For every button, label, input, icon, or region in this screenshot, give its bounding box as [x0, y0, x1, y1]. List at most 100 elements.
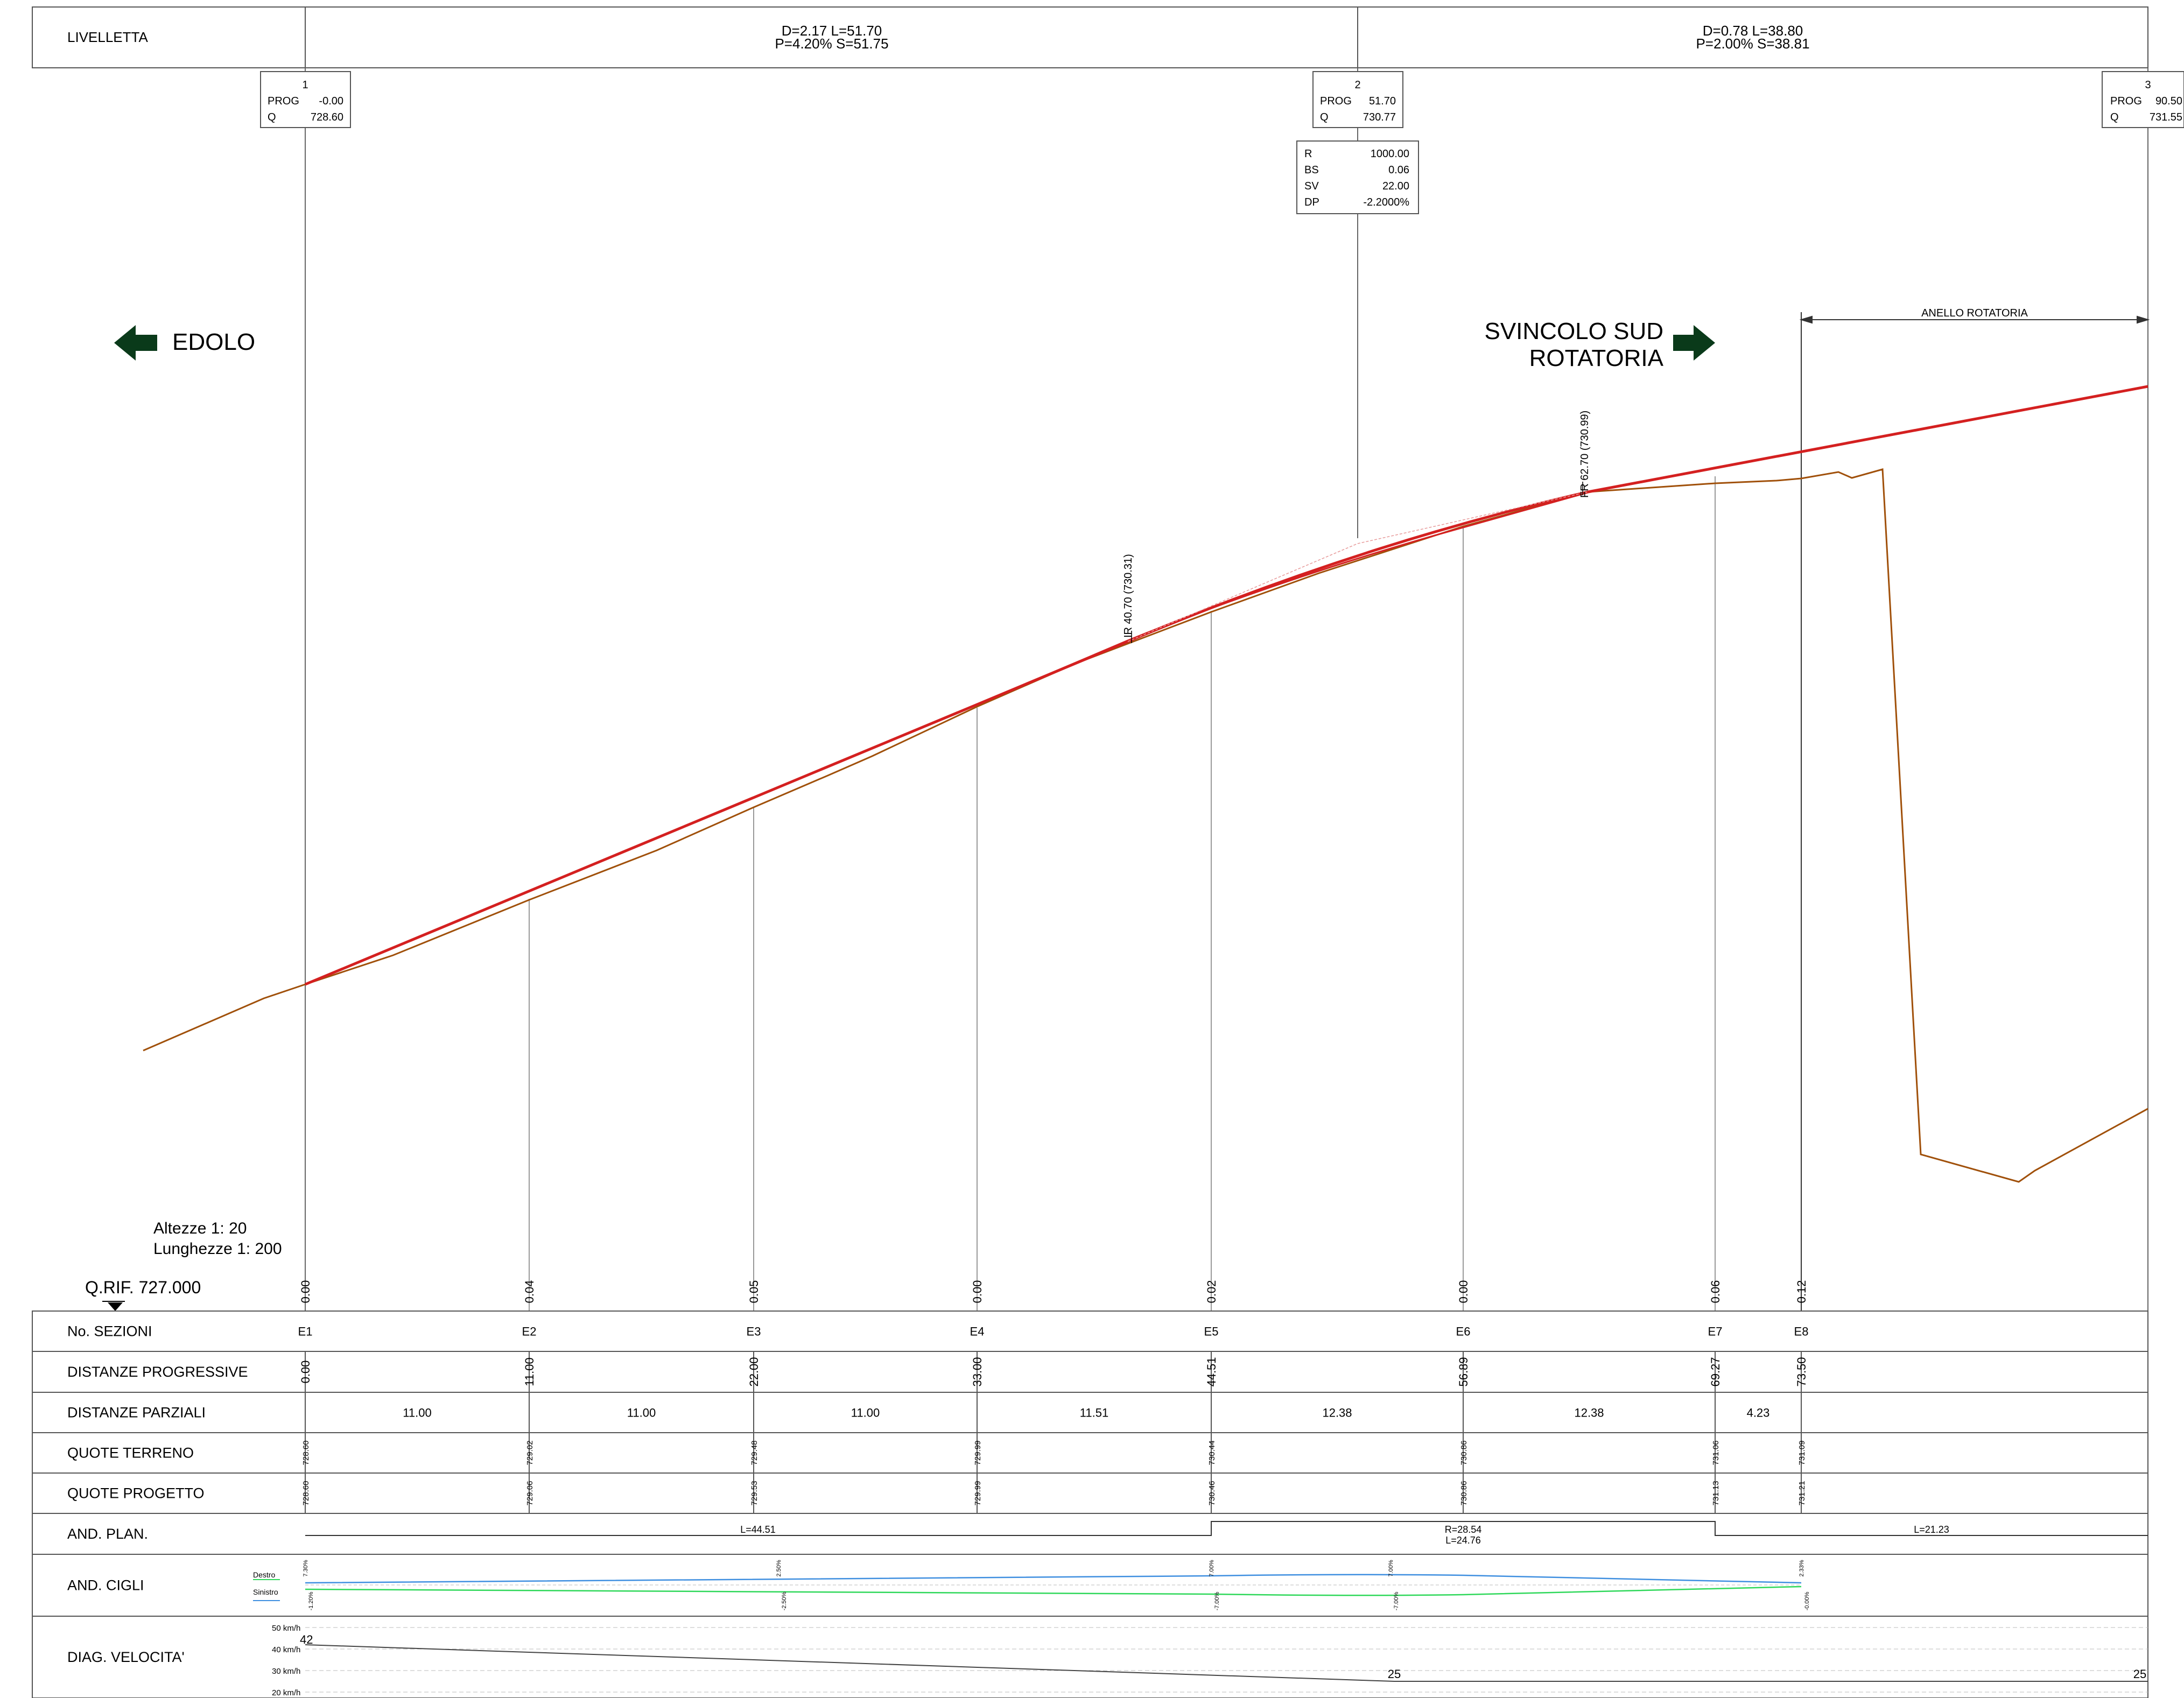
cigli-bottom-value: -7.00%	[1214, 1591, 1220, 1610]
speed-start-value: 42	[300, 1633, 313, 1646]
vertex-3-prog-label: PROG	[2110, 95, 2142, 107]
terreno-value: 729.02	[525, 1441, 535, 1466]
direction-right-line2: ROTATORIA	[1529, 345, 1664, 371]
cigli-top-value: 2.33%	[1799, 1560, 1805, 1576]
partial-value: 11.51	[1080, 1406, 1108, 1420]
row-label: QUOTE TERRENO	[67, 1445, 194, 1461]
progressive-value: 33.00	[971, 1357, 984, 1386]
direction-right-line1: SVINCOLO SUD	[1484, 318, 1663, 344]
vertex-box-3: 3 PROG 90.50 Q 731.55	[2102, 71, 2184, 128]
progressive-value: 69.27	[1709, 1357, 1722, 1386]
curve-dp-value: -2.2000%	[1363, 196, 1409, 208]
design-grade-line	[305, 385, 2148, 986]
cigli-bottom-value: -7.00%	[1393, 1591, 1400, 1610]
cigli-destro-label: Destro	[253, 1570, 275, 1579]
vertex-1-q-label: Q	[268, 111, 276, 123]
progressive-value: 73.50	[1795, 1357, 1808, 1386]
cigli-bottom-value: -0.00%	[1804, 1591, 1810, 1610]
section-lines	[529, 476, 1716, 1311]
diff-value: 0.06	[1709, 1280, 1722, 1304]
vertex-2-num: 2	[1354, 79, 1360, 91]
speed-profile-line	[305, 1644, 2148, 1682]
cigli-top-value: 7.00%	[1209, 1560, 1215, 1576]
section-name: E1	[298, 1325, 313, 1338]
vertex-box-2: 2 PROG 51.70 Q 730.77	[1312, 71, 1403, 128]
cigli-top-value: 7.00%	[1388, 1560, 1394, 1576]
section-diff-labels: 0.00 0.04 0.05 0.00 0.02 0.00 0.06 0.12	[299, 1280, 1808, 1304]
vertex-3-prog: 90.50	[2155, 95, 2182, 107]
diff-value: 0.04	[523, 1280, 536, 1304]
terreno-value: 729.99	[973, 1441, 982, 1466]
cigli-sinistro-line	[305, 1586, 1802, 1596]
section-name: E3	[747, 1325, 761, 1338]
terreno-value: 731.06	[1711, 1441, 1720, 1466]
row-label: AND. PLAN.	[67, 1526, 148, 1542]
livelletta-label: LIVELLETTA	[67, 29, 148, 45]
curve-r-label: R	[1304, 148, 1312, 160]
progetto-value: 731.13	[1711, 1481, 1720, 1506]
cigli-values: 7.30% 2.50% 7.00% 7.00% 2.33% -1.20% -2.50% -7.…	[303, 1560, 1810, 1610]
section-name: E2	[522, 1325, 537, 1338]
scale-lengths: Lunghezze 1: 200	[153, 1240, 282, 1258]
arrow-left-icon	[114, 325, 157, 361]
plan-seg3: L=21.23	[1914, 1524, 1949, 1535]
vertex-1-num: 1	[302, 79, 308, 91]
progressive-value: 22.00	[747, 1357, 761, 1386]
curve-sv-value: 22.00	[1382, 180, 1409, 192]
progetto-value: 730.86	[1459, 1481, 1469, 1506]
progetto-value: 731.21	[1797, 1481, 1807, 1506]
vertex-1-q: 728.60	[311, 111, 343, 123]
terreno-value: 728.60	[301, 1441, 311, 1466]
vertex-1-prog: -0.00	[319, 95, 343, 107]
speed-mid-value: 25	[1388, 1667, 1401, 1681]
row-label: DIAG. VELOCITA'	[67, 1649, 185, 1665]
curve-bs-value: 0.06	[1388, 164, 1409, 176]
livelletta-seg2-line1: D=0.78 L=38.80	[1703, 23, 1803, 39]
vertex-lines	[305, 68, 2148, 1698]
plan-alignment-line	[305, 1521, 2148, 1536]
vertex-2-q: 730.77	[1363, 111, 1396, 123]
partial-value: 12.38	[1574, 1406, 1604, 1420]
progressive-value: 0.00	[299, 1361, 312, 1384]
vertex-3-q: 731.55	[2150, 111, 2182, 123]
partial-value: 11.00	[403, 1406, 431, 1420]
terrain-profile	[143, 468, 2148, 1183]
progressive-value: 56.89	[1457, 1357, 1470, 1386]
livelletta-seg1-line1: D=2.17 L=51.70	[782, 23, 882, 39]
row-label: DISTANZE PROGRESSIVE	[67, 1364, 248, 1380]
cigli-sinistro-label: Sinistro	[253, 1588, 278, 1596]
cigli-top-value: 7.30%	[303, 1560, 309, 1576]
speed-axis-label: 20 km/h	[272, 1688, 300, 1697]
vertex-box-1: 1 PROG -0.00 Q 728.60	[260, 71, 351, 128]
speed-gridlines	[305, 1627, 2148, 1693]
curve-markers	[1131, 482, 1583, 643]
speed-axis-label: 30 km/h	[272, 1667, 300, 1676]
ir-annotation: IR 40.70 (730.31)	[1122, 554, 1134, 638]
section-name: E6	[1456, 1325, 1471, 1338]
cigli-destro-line	[305, 1574, 1802, 1584]
speed-axis-label: 40 km/h	[272, 1645, 300, 1654]
tangent-extension	[1127, 491, 1589, 642]
diff-value: 0.00	[299, 1280, 312, 1304]
partial-value: 4.23	[1747, 1406, 1770, 1420]
direction-left-label: EDOLO	[172, 329, 255, 355]
terreno-value: 730.44	[1207, 1441, 1217, 1466]
diff-value: 0.00	[1457, 1280, 1470, 1304]
curve-sv-label: SV	[1304, 180, 1319, 192]
scale-heights: Altezze 1: 20	[153, 1220, 247, 1237]
arrow-right-icon	[1673, 325, 1715, 361]
curve-dp-label: DP	[1304, 196, 1319, 208]
progetto-value: 730.46	[1207, 1481, 1217, 1506]
cigli-top-value: 2.50%	[776, 1560, 782, 1576]
diff-value: 0.02	[1205, 1280, 1218, 1304]
anello-dimension	[1799, 312, 2150, 1311]
livelletta-seg2-line2: P=2.00% S=38.81	[1696, 36, 1809, 52]
section-name: E8	[1794, 1325, 1809, 1338]
livelletta-seg1-line2: P=4.20% S=51.75	[775, 36, 888, 52]
vertex-2-prog-label: PROG	[1320, 95, 1352, 107]
livelletta-header	[32, 6, 2148, 68]
terreno-value: 730.86	[1459, 1441, 1469, 1466]
progressive-value: 44.51	[1205, 1357, 1218, 1386]
plan-seg2-line1: R=28.54	[1445, 1524, 1482, 1535]
diff-value: 0.00	[971, 1280, 984, 1304]
